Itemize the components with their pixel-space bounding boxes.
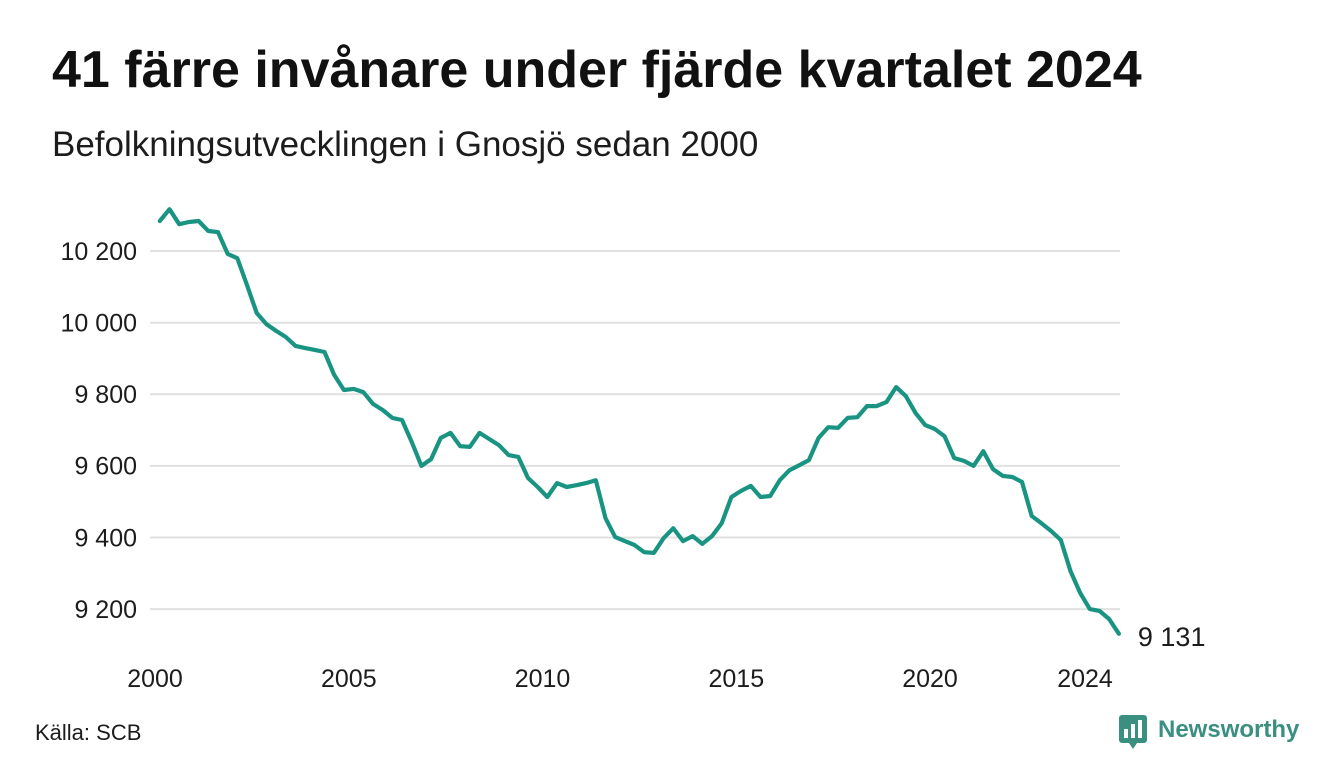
y-axis-tick-labels: 9 200 9 400 9 600 9 800 10 000 10 200 bbox=[61, 238, 137, 624]
newsworthy-wordmark: Newsworthy bbox=[1158, 716, 1300, 743]
x-tick-label: 2015 bbox=[708, 665, 764, 693]
end-value-label: 9 131 bbox=[1138, 622, 1206, 652]
gridlines bbox=[150, 250, 1120, 611]
y-tick-label: 9 400 bbox=[74, 524, 137, 552]
newsworthy-logo: Newsworthy bbox=[1119, 714, 1299, 750]
y-tick-label: 9 200 bbox=[74, 596, 137, 624]
x-tick-label: 2010 bbox=[515, 665, 571, 693]
x-tick-label: 2000 bbox=[127, 665, 183, 693]
population-series-line bbox=[157, 207, 1121, 636]
chart-title: 41 färre invånare under fjärde kvartalet… bbox=[52, 41, 1142, 99]
y-tick-label: 10 000 bbox=[61, 310, 137, 338]
chart-subtitle: Befolkningsutvecklingen i Gnosjö sedan 2… bbox=[52, 125, 759, 164]
x-tick-label: 2024 bbox=[1057, 665, 1113, 693]
source-note: Källa: SCB bbox=[35, 720, 142, 745]
x-axis-tick-labels: 2000 2005 2010 2015 2020 2024 bbox=[127, 665, 1113, 693]
x-tick-label: 2005 bbox=[321, 665, 377, 693]
y-tick-label: 9 600 bbox=[74, 453, 137, 481]
y-tick-label: 10 200 bbox=[61, 238, 137, 266]
y-tick-label: 9 800 bbox=[74, 381, 137, 409]
newsworthy-logo-icon bbox=[1119, 714, 1147, 749]
x-tick-label: 2020 bbox=[902, 665, 958, 693]
